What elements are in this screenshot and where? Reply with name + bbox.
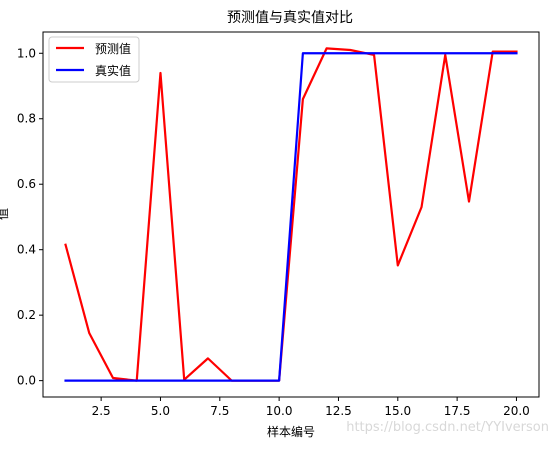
chart-title: 预测值与真实值对比 (227, 10, 353, 26)
x-tick-label: 20.0 (503, 404, 530, 418)
legend-label-actual: 真实值 (95, 63, 131, 78)
x-tick-label: 7.5 (210, 404, 229, 418)
y-tick-label: 1.0 (17, 46, 36, 60)
x-tick-label: 12.5 (325, 404, 352, 418)
y-tick-label: 0.2 (17, 308, 36, 322)
y-tick-label: 0.6 (17, 177, 36, 191)
x-axis-label: 样本编号 (267, 424, 315, 439)
plot-frame (42, 31, 540, 398)
plot-area (64, 47, 518, 382)
series-line-actual (64, 52, 518, 382)
y-tick-label: 0.8 (17, 112, 36, 126)
legend: 预测值 真实值 (48, 36, 140, 83)
y-tick-label: 0.4 (17, 243, 36, 257)
x-tick-label: 10.0 (266, 404, 293, 418)
axis-ticks: 2.5 5.0 7.5 10.0 12.5 15.0 17.5 20.0 0.0 0.2 0.4 0.… (17, 46, 530, 418)
x-tick-label: 2.5 (92, 404, 111, 418)
x-tick-label: 15.0 (384, 404, 411, 418)
x-tick-label: 5.0 (151, 404, 170, 418)
series-line-predicted (64, 47, 518, 382)
y-axis-label: 值 (0, 208, 10, 220)
y-tick-label: 0.0 (17, 374, 36, 388)
legend-label-predicted: 预测值 (95, 41, 131, 56)
x-tick-label: 17.5 (444, 404, 471, 418)
watermark: https://blog.csdn.net/YYIverson (346, 420, 549, 435)
